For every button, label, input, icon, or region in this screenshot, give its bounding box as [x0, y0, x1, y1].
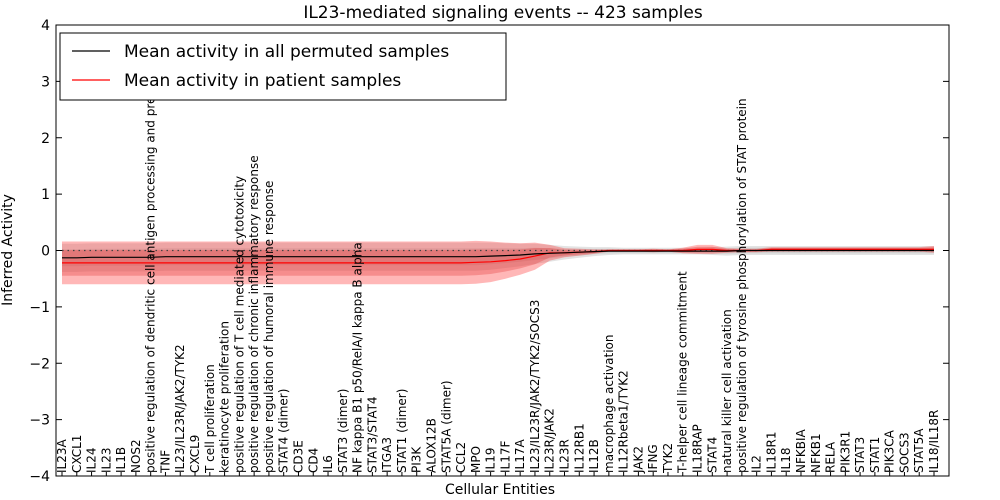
x-category-label: STAT1 [868, 437, 882, 473]
x-category-label: IL17A [513, 439, 527, 473]
x-category-label: IL24 [85, 448, 99, 474]
x-category-label: IL18 [779, 448, 793, 474]
x-category-label: T cell proliferation [203, 364, 217, 474]
y-tick-label: 2 [41, 131, 50, 147]
x-category-label: positive regulation of dendritic cell an… [144, 40, 158, 473]
line-permuted-mean [62, 249, 934, 259]
x-category-label: IL2 [750, 455, 764, 473]
y-tick-label: −4 [29, 469, 50, 485]
x-category-label: IL12B [587, 439, 601, 473]
x-category-label: IFNG [646, 444, 660, 473]
y-axis: −4 −3 −2 −1 0 1 2 3 4 [29, 18, 949, 485]
y-tick-label: −1 [29, 300, 50, 316]
x-category-label: IL18/IL18R [927, 410, 941, 473]
x-category-label: IL17F [498, 441, 512, 473]
x-category-label: CD3E [292, 440, 306, 473]
x-category-label: RELA [824, 441, 838, 473]
x-category-label: IL18RAP [691, 424, 705, 473]
legend: Mean activity in all permuted samples Me… [59, 32, 507, 101]
x-category-label: positive regulation of humoral immune re… [262, 181, 276, 473]
series-lines [62, 248, 934, 264]
x-category-label: IL12Rbeta1/TYK2 [617, 370, 631, 473]
x-category-label: STAT5A (dimer) [439, 380, 453, 473]
y-tick-label: −2 [29, 356, 50, 372]
x-category-label: IL23/IL23R/JAK2/TYK2/SOCS3 [528, 300, 542, 473]
x-category-label: STAT5A [912, 428, 926, 473]
x-category-label: STAT3/STAT4 [365, 396, 379, 473]
x-category-label: CXCL9 [188, 435, 202, 473]
x-category-label: JAK2 [631, 446, 645, 474]
x-category-label: IL12RB1 [572, 423, 586, 473]
x-category-label: NF kappa B1 p50/RelA/I kappa B alpha [351, 242, 365, 473]
x-category-label: IL6 [321, 455, 335, 473]
chart-title: IL23-mediated signaling events -- 423 sa… [303, 3, 703, 23]
legend-label-permuted: Mean activity in all permuted samples [124, 42, 449, 62]
x-category-label: CD4 [306, 448, 320, 473]
x-category-label: NFKB1 [809, 433, 823, 473]
x-category-label: STAT1 (dimer) [395, 389, 409, 473]
y-tick-label: −3 [29, 413, 50, 429]
legend-label-patient: Mean activity in patient samples [124, 71, 401, 91]
x-category-label: IL23A [55, 439, 69, 473]
x-category-label: STAT4 (dimer) [277, 389, 291, 473]
x-category-label: STAT3 (dimer) [336, 389, 350, 473]
x-category-label: ITGA3 [380, 437, 394, 473]
x-category-label: MPO [469, 446, 483, 473]
x-category-label: T-helper cell lineage commitment [676, 271, 690, 474]
x-category-label: TNF [159, 450, 173, 474]
x-category-label: CXCL1 [70, 435, 84, 473]
x-category-label: NOS2 [129, 439, 143, 473]
y-axis-title: Inferred Activity [0, 194, 16, 306]
y-tick-label: 4 [41, 18, 50, 34]
x-category-label: SOCS3 [897, 432, 911, 473]
y-tick-label: 3 [41, 74, 50, 90]
y-tick-label: 1 [41, 187, 50, 203]
x-category-label: ALOX12B [425, 418, 439, 473]
x-category-label: PIK3CA [883, 429, 897, 473]
x-category-label: positive regulation of tyrosine phosphor… [735, 98, 749, 473]
x-category-label: keratinocyte proliferation [218, 321, 232, 473]
line-patient-mean [62, 248, 934, 264]
inner-band-permuted [62, 247, 934, 267]
x-category-label: CCL2 [454, 442, 468, 473]
x-axis-category-labels: IL23A CXCL1 IL24 IL23 IL1B NOS2 positive regul… [55, 40, 941, 476]
x-category-label: TYK2 [661, 443, 675, 474]
x-category-label: IL19 [484, 448, 498, 474]
x-category-label: natural killer cell activation [720, 309, 734, 473]
legend-box [59, 32, 507, 101]
x-category-label: STAT4 [705, 437, 719, 473]
x-category-label: positive regulation of chronic inflammat… [247, 155, 261, 473]
x-category-label: IL1B [114, 447, 128, 473]
x-category-label: PI3K [410, 446, 424, 473]
x-category-label: IL23 [99, 448, 113, 474]
x-category-label: STAT3 [853, 437, 867, 473]
x-category-label: positive regulation of T cell mediated c… [232, 176, 246, 473]
x-axis-title: Cellular Entities [445, 482, 555, 498]
band-patient [62, 240, 934, 285]
y-tick-label: 0 [41, 244, 50, 260]
x-category-label: NFKBIA [794, 428, 808, 473]
x-category-label: macrophage activation [602, 335, 616, 473]
x-category-label: IL23/IL23R/JAK2/TYK2 [173, 344, 187, 473]
x-category-label: PIK3R1 [838, 431, 852, 473]
x-category-label: IL18R1 [764, 432, 778, 473]
x-category-label: IL23R/JAK2 [543, 408, 557, 473]
x-category-label: IL23R [558, 439, 572, 473]
